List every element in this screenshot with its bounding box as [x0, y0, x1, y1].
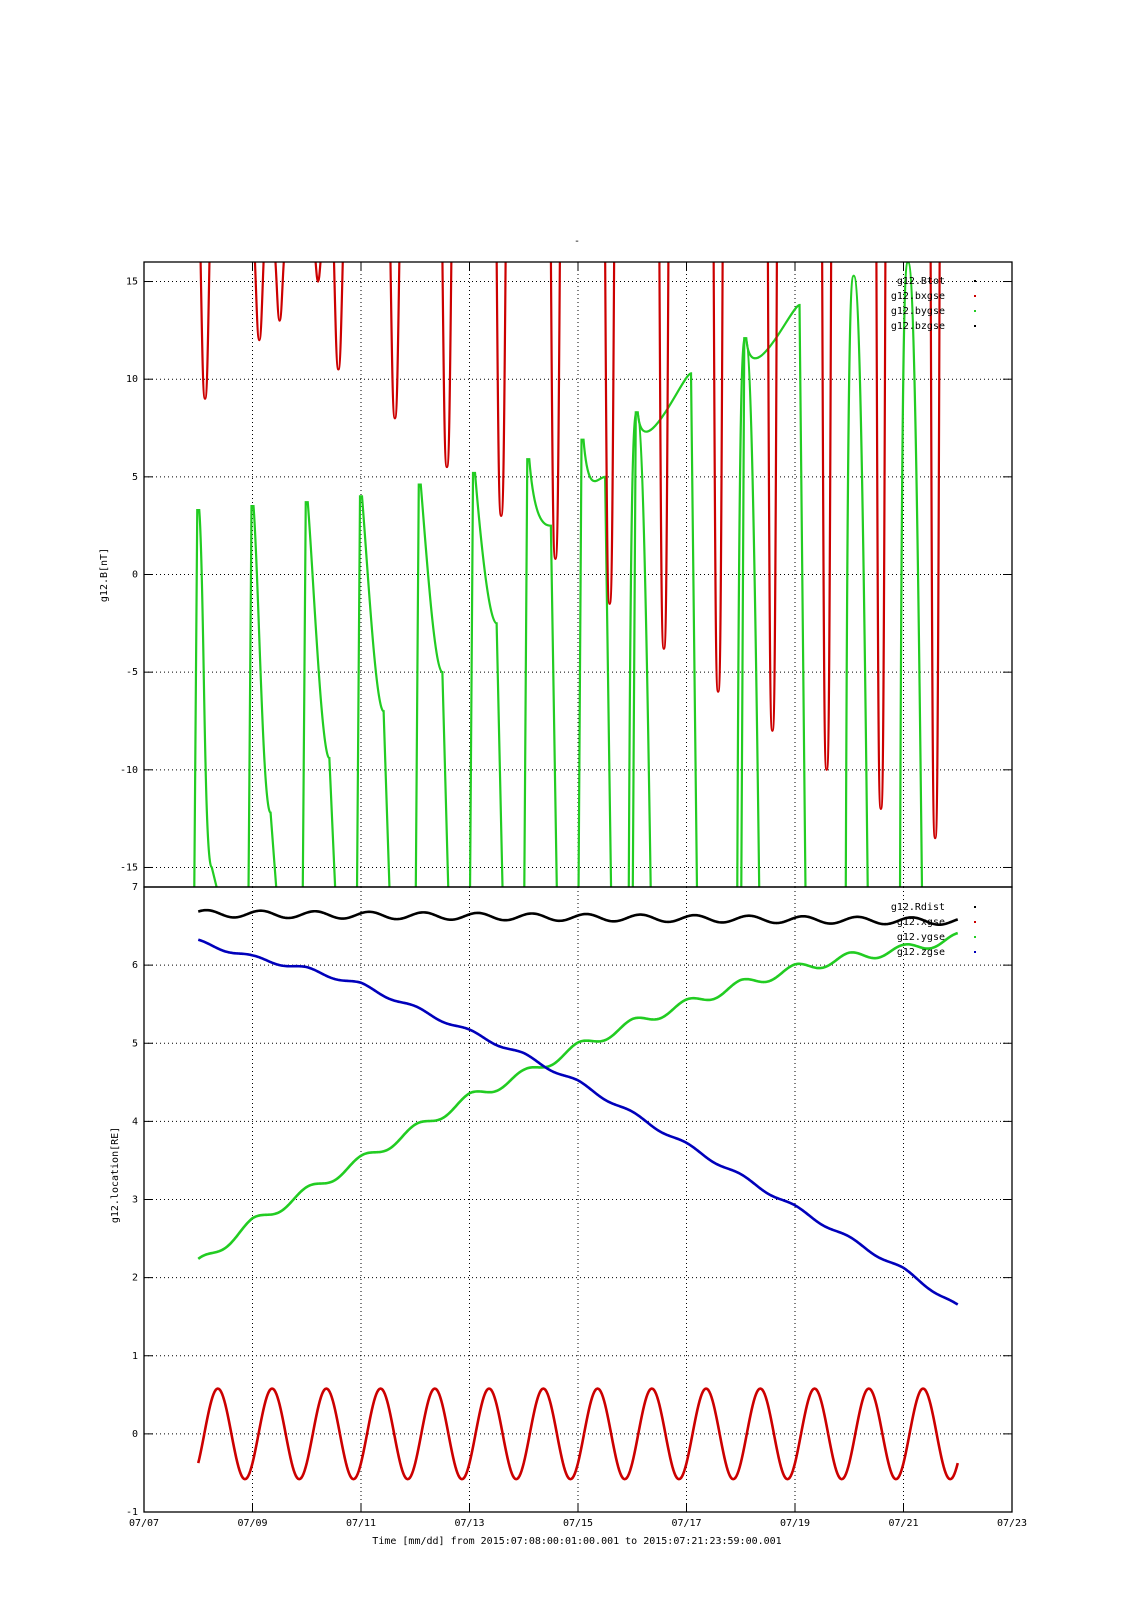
bottom-y-tick-label: 0: [132, 1429, 138, 1440]
bxgse-curve: [875, 262, 887, 810]
x-tick-label: 07/17: [671, 1518, 701, 1529]
bottom-grid: [144, 887, 1012, 1512]
bygse-curve: [844, 274, 869, 887]
bxgse-curve: [766, 262, 778, 732]
bxgse-curve: [274, 262, 285, 322]
top-y-tick-label: 10: [126, 374, 138, 385]
bxgse-curve: [495, 262, 507, 518]
bottom-legend-entry: g12.xgse: [897, 917, 945, 928]
bygse-curve: [468, 471, 504, 887]
bottom-plot-frame: [143, 886, 1013, 1513]
bxgse-curve: [821, 262, 833, 771]
bxgse-curve: [314, 262, 322, 283]
x-tick-label: 07/15: [563, 1518, 593, 1529]
bottom-y-axis-label: g12.location[RE]: [110, 1127, 121, 1223]
rdist-curve: [197, 908, 959, 927]
bottom-y-tick-label: 2: [132, 1273, 138, 1284]
top-legend-entry: g12.Btot: [897, 276, 945, 287]
xgse-curve: [196, 1387, 960, 1481]
bottom-legend-swatch: [974, 906, 976, 908]
bottom-y-tick-label: -1: [126, 1507, 138, 1518]
bygse-curve: [247, 505, 278, 887]
x-tick-label: 07/07: [129, 1518, 159, 1529]
x-tick-label: 07/23: [997, 1518, 1027, 1529]
bottom-y-tick-label: 3: [132, 1195, 138, 1206]
top-legend: g12.Btot g12.bxgse g12.bygse g12.bzgse: [891, 276, 976, 332]
bygse-curve: [898, 262, 924, 887]
top-y-tick-label: 0: [132, 570, 138, 581]
x-tick-label: 07/11: [346, 1518, 376, 1529]
zgse-curve: [197, 938, 959, 1306]
bygse-curve: [301, 501, 337, 887]
bottom-x-ticks: 07/07 07/09 07/11 07/13 07/15 07/17 07/19 07/21…: [129, 262, 1027, 1529]
bottom-legend-swatch: [974, 951, 976, 953]
bottom-legend-entry: g12.ygse: [897, 932, 945, 943]
bottom-y-tick-label: 7: [132, 882, 138, 893]
top-legend-swatch: [974, 310, 976, 312]
bottom-y-tick-label: 6: [132, 960, 138, 971]
top-legend-entry: g12.bygse: [891, 306, 945, 317]
top-legend-swatch: [974, 295, 976, 297]
top-y-tick-label: 5: [132, 472, 138, 483]
bxgse-curve: [604, 262, 616, 605]
bxgse-curve: [389, 262, 401, 420]
top-legend-swatch: [974, 280, 976, 282]
bottom-y-tick-label: 1: [132, 1351, 138, 1362]
time-range-footer: Time [mm/dd] from 2015:07:08:00:01:00.00…: [372, 1536, 781, 1547]
bygse-curve: [627, 411, 652, 887]
bottom-legend-entry: g12.Rdist: [891, 902, 945, 913]
bottom-y-tick-label: 5: [132, 1038, 138, 1049]
bxgse-curve: [441, 262, 453, 469]
top-curves: [193, 262, 941, 887]
bygse-curve: [736, 337, 761, 887]
bygse-curve: [355, 495, 391, 887]
bottom-legend: g12.Rdist g12.xgse g12.ygse g12.zgse: [891, 902, 976, 958]
top-y-tick-label: -5: [126, 667, 138, 678]
bygse-curve: [414, 483, 450, 887]
top-grid: [144, 262, 1012, 887]
x-tick-label: 07/19: [780, 1518, 810, 1529]
bygse-curve: [577, 438, 613, 887]
top-legend-swatch: [974, 325, 976, 327]
bxgse-curve: [332, 262, 344, 371]
bygse-curve: [193, 508, 218, 887]
ygse-curve: [197, 931, 959, 1260]
top-y-tick-label: -15: [120, 862, 138, 873]
bottom-legend-swatch: [974, 921, 976, 923]
x-tick-label: 07/13: [454, 1518, 484, 1529]
bxgse-curve: [199, 262, 211, 400]
top-series: [193, 262, 941, 887]
top-legend-entry: g12.bzgse: [891, 321, 945, 332]
bottom-y-tick-label: 4: [132, 1116, 138, 1127]
bottom-series: [196, 908, 960, 1481]
x-tick-label: 07/21: [888, 1518, 918, 1529]
magnetic-field-panel: 15 10 5 0 -5 -10 -15 g12.B[nT] g12.Btot g12.bxg…: [99, 262, 1012, 887]
bxgse-curve: [929, 262, 941, 840]
bxgse-curve: [253, 262, 265, 342]
bottom-legend-entry: g12.zgse: [897, 947, 945, 958]
bxgse-curve: [549, 262, 561, 560]
top-legend-entry: g12.bxgse: [891, 291, 945, 302]
bxgse-curve: [712, 262, 724, 693]
bottom-legend-swatch: [974, 936, 976, 938]
figure-title: -: [574, 236, 580, 247]
top-y-tick-label: -10: [120, 765, 138, 776]
top-y-tick-label: 15: [126, 277, 138, 288]
bygse-curve: [523, 458, 558, 887]
x-tick-label: 07/09: [237, 1518, 267, 1529]
top-y-ticks: 15 10 5 0 -5 -10 -15: [120, 277, 1012, 873]
bxgse-curve: [658, 262, 670, 650]
top-y-axis-label: g12.B[nT]: [99, 548, 110, 602]
